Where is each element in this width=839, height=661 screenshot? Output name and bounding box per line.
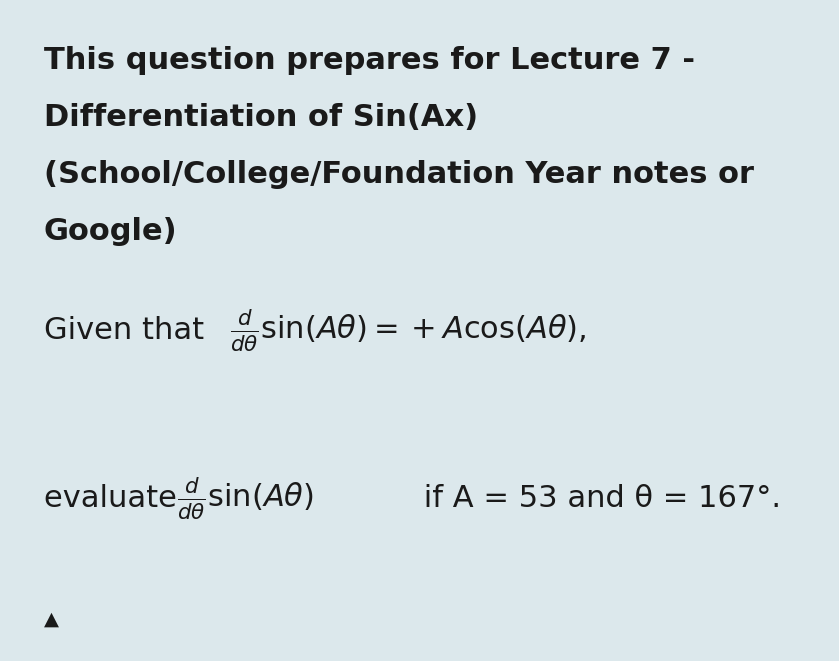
Text: $\frac{d}{d\theta}\sin(A\theta)$: $\frac{d}{d\theta}\sin(A\theta)$ xyxy=(177,475,314,522)
Text: Given that: Given that xyxy=(44,316,213,345)
Text: evaluate: evaluate xyxy=(44,485,186,513)
Text: Google): Google) xyxy=(44,217,177,246)
Text: $\frac{d}{d\theta}\sin(A\theta) = +A\cos(A\theta),$: $\frac{d}{d\theta}\sin(A\theta) = +A\cos… xyxy=(231,307,587,354)
Text: ▲: ▲ xyxy=(44,609,59,628)
Text: Differentiation of Sin(Ax): Differentiation of Sin(Ax) xyxy=(44,102,477,132)
Text: This question prepares for Lecture 7 -: This question prepares for Lecture 7 - xyxy=(44,46,695,75)
Text: if A = 53 and θ = 167°.: if A = 53 and θ = 167°. xyxy=(414,485,780,513)
Text: (School/College/Foundation Year notes or: (School/College/Foundation Year notes or xyxy=(44,160,753,188)
